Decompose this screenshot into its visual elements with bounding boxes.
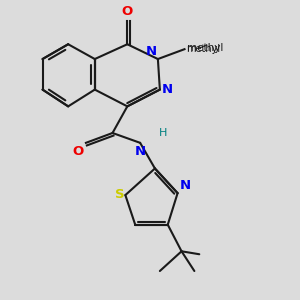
Text: N: N <box>180 179 191 192</box>
Text: N: N <box>146 45 157 58</box>
Text: O: O <box>73 145 84 158</box>
Text: methyl: methyl <box>188 43 224 53</box>
Text: methyl: methyl <box>187 44 220 54</box>
Text: H: H <box>159 128 167 138</box>
Text: N: N <box>135 145 146 158</box>
Text: S: S <box>115 188 124 201</box>
Text: O: O <box>122 4 133 18</box>
Text: N: N <box>162 83 173 96</box>
